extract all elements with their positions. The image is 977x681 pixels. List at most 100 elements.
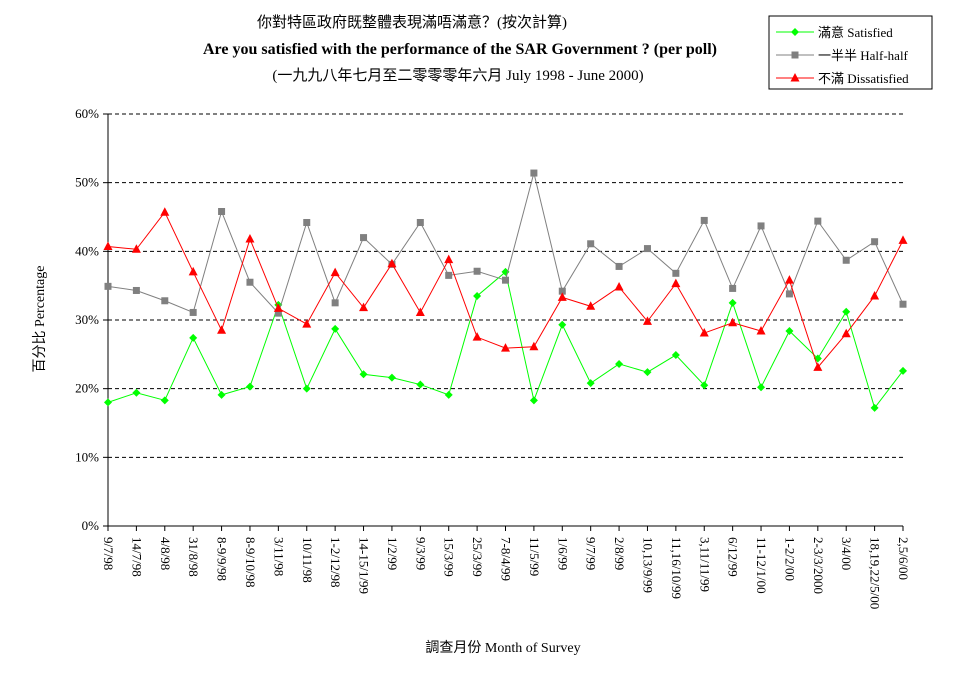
x-tick-label: 3/4/00 bbox=[839, 537, 854, 570]
data-point-half-half bbox=[416, 218, 424, 226]
data-point-dissatisfied bbox=[557, 292, 567, 301]
data-point-satisfied bbox=[331, 324, 340, 333]
data-point-satisfied bbox=[302, 384, 311, 393]
y-axis-title: 百分比 Percentage bbox=[32, 266, 48, 373]
x-tick-label: 9/7/99 bbox=[584, 537, 599, 570]
series-dissatisfied bbox=[103, 207, 908, 371]
x-tick-label: 11/5/99 bbox=[527, 537, 542, 576]
series-line-satisfied bbox=[107, 271, 904, 409]
data-point-satisfied bbox=[700, 381, 709, 390]
y-tick-label: 60% bbox=[75, 106, 99, 121]
data-point-half-half bbox=[587, 240, 595, 248]
x-tick-label: 6/12/99 bbox=[726, 537, 741, 577]
x-tick-label: 10/11/98 bbox=[300, 537, 315, 583]
series-satisfied bbox=[104, 267, 907, 412]
x-tick-label: 4/8/98 bbox=[158, 537, 173, 570]
x-tick-label: 2,5/6/00 bbox=[896, 537, 911, 580]
data-point-half-half bbox=[473, 267, 481, 275]
data-point-dissatisfied bbox=[642, 316, 652, 325]
data-point-dissatisfied bbox=[671, 278, 681, 288]
data-point-satisfied bbox=[473, 291, 482, 300]
data-point-dissatisfied bbox=[103, 241, 113, 251]
data-point-half-half bbox=[842, 256, 850, 264]
data-point-half-half bbox=[871, 238, 879, 246]
x-tick-label: 1-2/2/00 bbox=[782, 537, 797, 581]
data-point-dissatisfied bbox=[728, 317, 738, 327]
legend-marker-half-half bbox=[791, 51, 799, 59]
y-tick-label: 30% bbox=[75, 312, 99, 327]
data-point-half-half bbox=[785, 290, 793, 298]
x-tick-label: 1-2/12/98 bbox=[328, 537, 343, 588]
x-tick-label: 25/3/99 bbox=[470, 537, 485, 577]
legend-marker-satisfied bbox=[791, 28, 799, 36]
y-tick-label: 0% bbox=[82, 518, 100, 533]
data-point-half-half bbox=[303, 218, 311, 226]
chart-subtitle: (一九九八年七月至二零零零年六月 July 1998 - June 2000) bbox=[272, 67, 643, 84]
data-point-half-half bbox=[189, 308, 197, 316]
data-point-satisfied bbox=[132, 388, 141, 397]
data-point-dissatisfied bbox=[273, 303, 283, 312]
data-point-satisfied bbox=[529, 396, 538, 405]
plot-area: 0% 10% 20% 30% 40% 50% 60% 9/7/98 14/7/98 4/8/98 3… bbox=[75, 106, 911, 609]
data-point-dissatisfied bbox=[501, 343, 510, 352]
y-tick-label: 40% bbox=[75, 243, 99, 258]
legend-marker-dissatisfied bbox=[790, 73, 800, 82]
data-point-dissatisfied bbox=[160, 207, 170, 216]
x-tick-label: 9/7/98 bbox=[101, 537, 116, 570]
data-point-dissatisfied bbox=[898, 235, 908, 244]
data-point-dissatisfied bbox=[217, 325, 227, 334]
x-tick-label: 8-9/9/98 bbox=[215, 537, 230, 581]
x-tick-label: 11,16/10/99 bbox=[669, 537, 684, 599]
data-point-satisfied bbox=[643, 368, 652, 377]
x-tick-label: 9/3/99 bbox=[413, 537, 428, 570]
data-point-dissatisfied bbox=[529, 341, 539, 351]
data-point-dissatisfied bbox=[302, 319, 312, 328]
legend: 滿意 Satisfied 一半半 Half-half 不滿 Dissatisfied bbox=[768, 15, 933, 90]
data-point-half-half bbox=[445, 271, 453, 279]
data-point-satisfied bbox=[104, 398, 112, 407]
data-point-satisfied bbox=[671, 351, 680, 360]
data-point-half-half bbox=[729, 284, 737, 292]
chart-title-en: Are you satisfied with the performance o… bbox=[203, 41, 717, 58]
data-point-half-half bbox=[814, 217, 822, 225]
data-point-satisfied bbox=[444, 390, 453, 399]
data-point-satisfied bbox=[217, 390, 226, 399]
y-tick-label: 20% bbox=[75, 381, 99, 396]
data-point-half-half bbox=[104, 282, 112, 290]
data-point-half-half bbox=[331, 299, 339, 307]
x-tick-label: 1/2/99 bbox=[385, 537, 400, 570]
data-point-dissatisfied bbox=[330, 267, 340, 277]
data-point-dissatisfied bbox=[387, 258, 397, 268]
data-point-half-half bbox=[558, 287, 566, 295]
legend-label-satisfied: 滿意 Satisfied bbox=[818, 25, 893, 40]
data-point-half-half bbox=[360, 234, 368, 242]
data-point-dissatisfied bbox=[415, 307, 425, 316]
data-point-half-half bbox=[757, 222, 765, 230]
chart-title-zh: 你對特區政府既整體表現滿唔滿意？(按次計算) bbox=[257, 13, 567, 31]
y-tick-label: 50% bbox=[75, 175, 99, 190]
data-point-half-half bbox=[246, 278, 254, 286]
data-point-dissatisfied bbox=[699, 328, 709, 337]
series-line-half-half bbox=[107, 172, 904, 315]
x-tick-label: 3,11/11/99 bbox=[697, 537, 712, 592]
x-tick-label: 7-8/4/99 bbox=[499, 537, 514, 581]
data-point-half-half bbox=[700, 216, 708, 224]
x-tick-label: 14/7/98 bbox=[129, 537, 144, 577]
x-tick-label: 18,19,22/5/00 bbox=[868, 537, 883, 609]
x-tick-label: 2-3/3/2000 bbox=[811, 537, 826, 594]
data-point-satisfied bbox=[899, 366, 907, 375]
data-point-satisfied bbox=[189, 333, 198, 342]
data-point-dissatisfied bbox=[472, 332, 482, 341]
data-point-satisfied bbox=[558, 320, 567, 329]
data-point-satisfied bbox=[757, 383, 766, 392]
x-tick-label: 2/8/99 bbox=[612, 537, 627, 570]
data-point-dissatisfied bbox=[586, 301, 596, 310]
data-point-satisfied bbox=[842, 307, 851, 316]
data-point-dissatisfied bbox=[870, 290, 880, 300]
data-point-satisfied bbox=[870, 403, 879, 412]
data-point-dissatisfied bbox=[245, 233, 255, 243]
data-point-satisfied bbox=[785, 326, 794, 335]
data-point-dissatisfied bbox=[359, 302, 369, 312]
data-point-dissatisfied bbox=[756, 325, 766, 335]
